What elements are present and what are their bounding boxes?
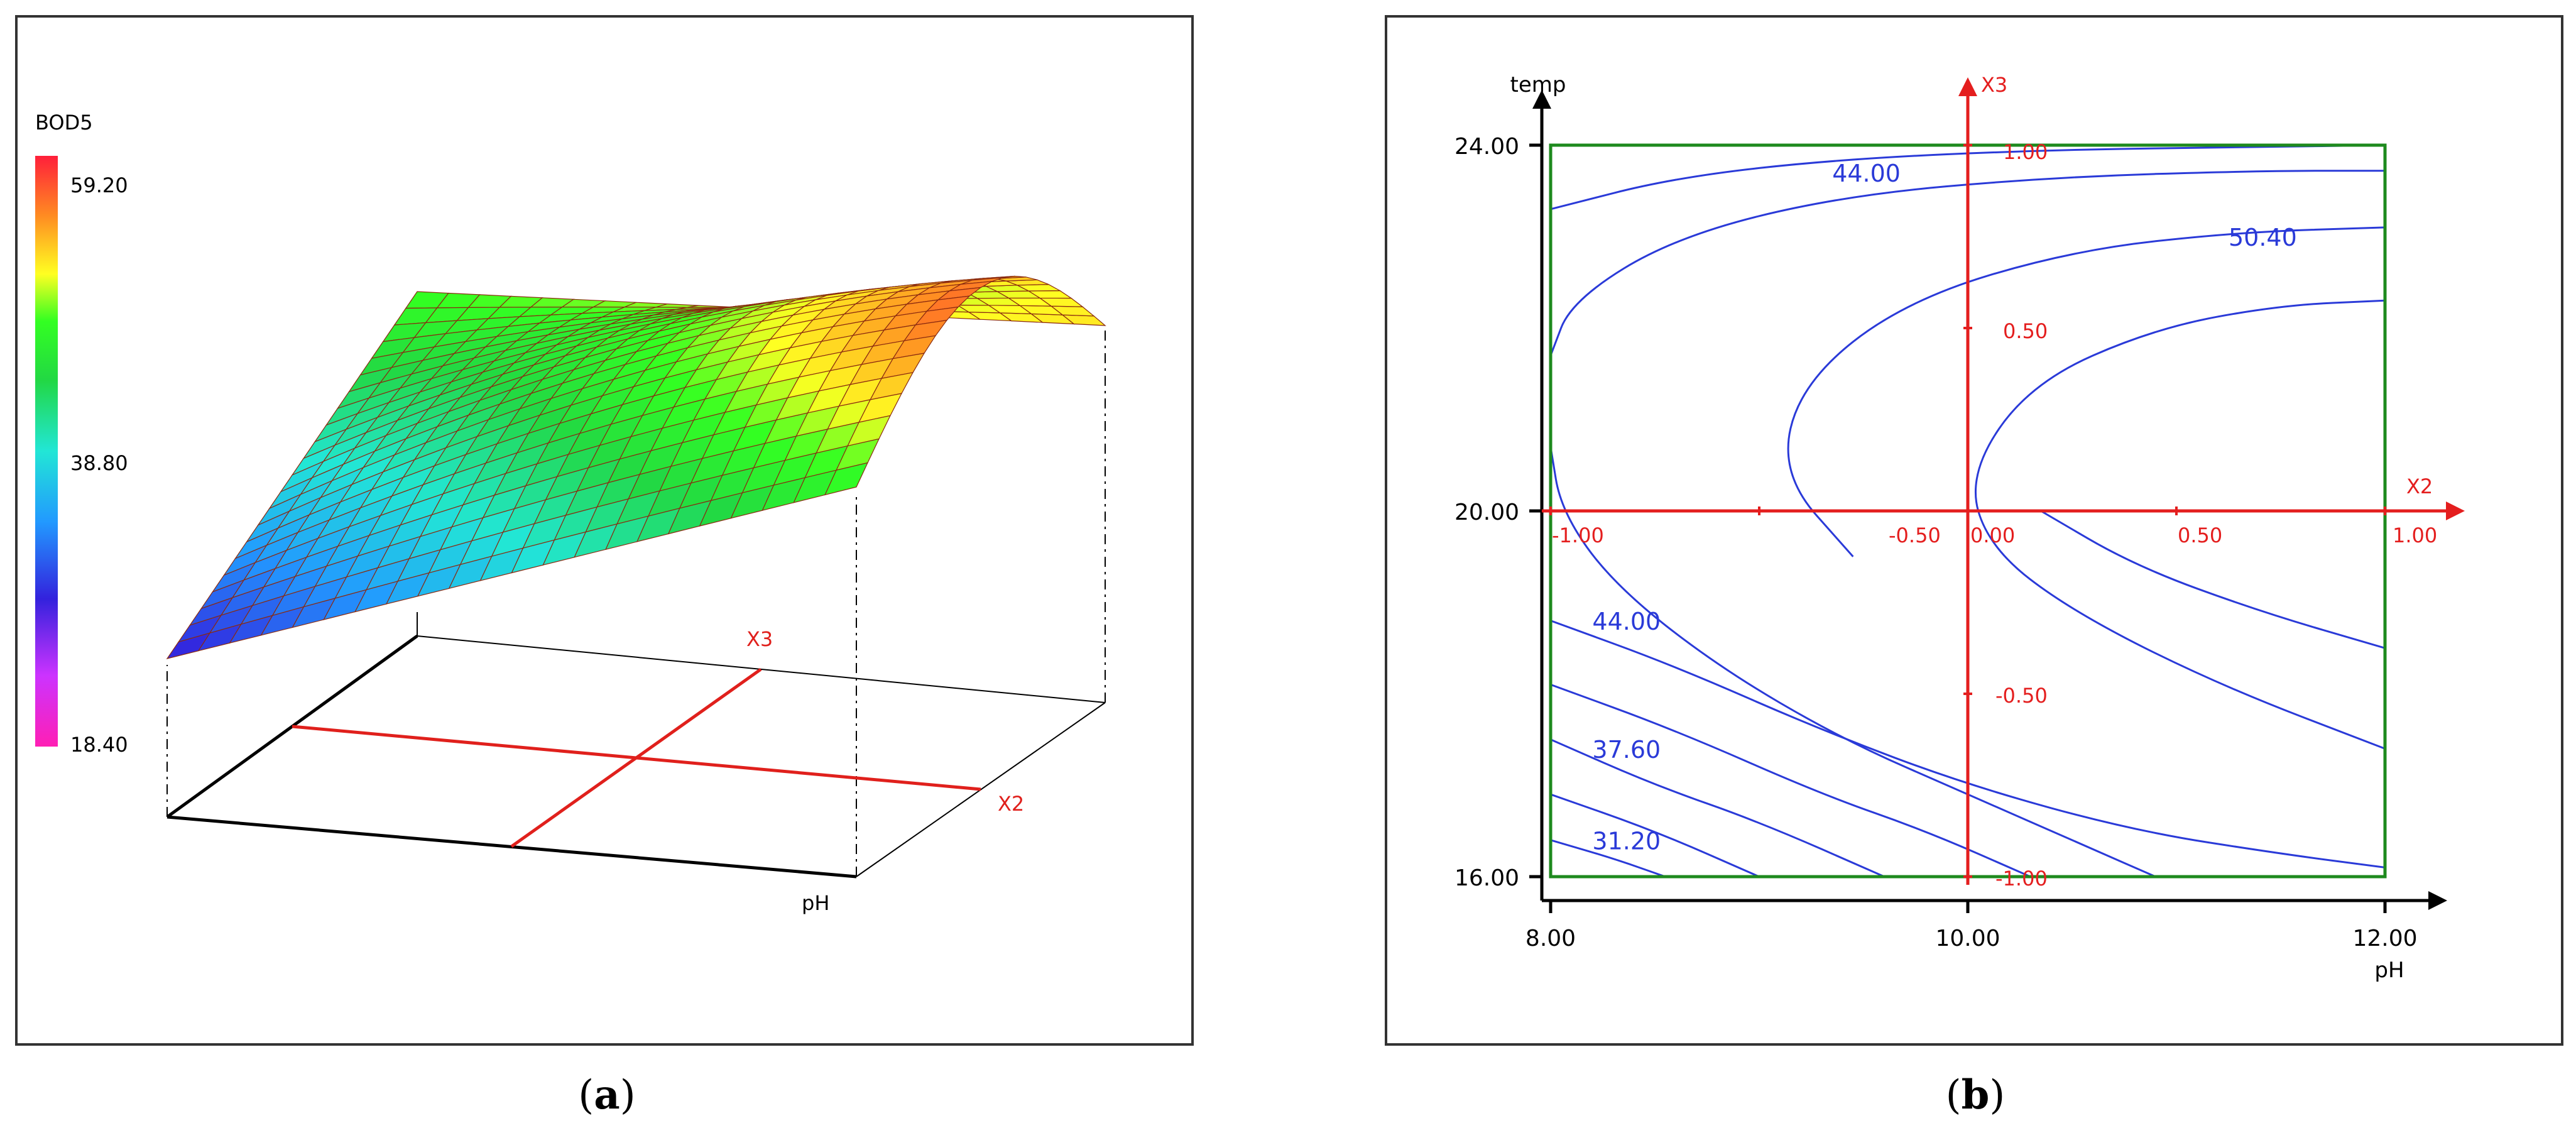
x-tick-label-10: 10.00 — [1935, 926, 2000, 951]
contour-line — [1787, 226, 2385, 557]
x-axis-label: pH — [2374, 958, 2404, 983]
surface-plot: BOD5 59.20 38.80 18.40 X3 X2 pH — [35, 111, 1106, 915]
y-axis-label: temp — [1510, 72, 1566, 97]
contour-line — [1551, 170, 2385, 356]
contour-plot: temp pH 24.00 20.00 16.00 8.00 10.00 12.… — [1454, 72, 2465, 983]
y-tick-label-24: 24.00 — [1454, 134, 1519, 160]
axes — [1529, 90, 2447, 913]
base-coded-lines — [292, 667, 981, 848]
surface-plot-panel: BOD5 59.20 38.80 18.40 X3 X2 pH — [15, 15, 1194, 1046]
coded-axis-ticks — [1549, 144, 2386, 878]
contour-line — [1551, 738, 1885, 877]
coded-x3-tick-neg1: -1.00 — [1995, 867, 2048, 890]
coded-label-x2: X2 — [998, 792, 1024, 816]
caption-a: (a) — [578, 1071, 636, 1119]
contour-label: 37.60 — [1592, 736, 1661, 764]
x-axis-label-ph: pH — [802, 891, 829, 915]
coded-axes — [1542, 77, 2465, 885]
y-tick-label-20: 20.00 — [1454, 500, 1519, 525]
coded-x3-tick-05: 0.50 — [2003, 319, 2048, 343]
base-back-edge — [417, 635, 1106, 703]
coded-x2-tick-neg1: -1.00 — [1552, 523, 1604, 547]
coded-line-x3 — [510, 667, 762, 848]
colorbar-tick-min: 18.40 — [70, 733, 128, 757]
base-right-edge — [856, 702, 1106, 877]
coded-x2-tick-neg05: -0.50 — [1889, 523, 1941, 547]
coded-x3-tick-1: 1.00 — [2003, 140, 2048, 164]
coded-label-x3: X3 — [746, 627, 773, 651]
contour-label: 31.20 — [1592, 827, 1661, 855]
coded-axis-x3-label: X3 — [1981, 73, 2007, 97]
contour-label: 50.40 — [2229, 224, 2297, 251]
contour-lines — [1551, 145, 2385, 877]
contour-line — [1551, 793, 1760, 877]
coded-x2-tick-1: 1.00 — [2393, 523, 2437, 547]
contour-line — [1551, 145, 2385, 211]
colorbar-tick-max: 59.20 — [70, 173, 128, 197]
colorbar — [35, 156, 58, 747]
colorbar-title: BOD5 — [35, 111, 93, 134]
coded-x3-tick-neg05: -0.50 — [1995, 684, 2048, 708]
colorbar-tick-mid: 38.80 — [70, 451, 128, 475]
contour-plot-panel: temp pH 24.00 20.00 16.00 8.00 10.00 12.… — [1385, 15, 2563, 1046]
surface-cell — [824, 462, 869, 496]
y-tick-label-16: 16.00 — [1454, 865, 1519, 891]
contour-line — [1551, 839, 1666, 877]
contour-line — [1551, 446, 2156, 877]
x-tick-label-12: 12.00 — [2352, 926, 2417, 951]
contour-label: 44.00 — [1592, 608, 1661, 635]
surface-mesh — [166, 275, 1106, 659]
coded-x2-tick-05: 0.50 — [2178, 523, 2222, 547]
coded-axis-x2-label: X2 — [2406, 474, 2433, 498]
contour-line — [2040, 510, 2385, 649]
x-tick-label-8: 8.00 — [1525, 926, 1576, 951]
contour-line — [1551, 620, 2385, 868]
contour-line — [1551, 683, 2031, 877]
contour-label: 44.00 — [1832, 160, 1901, 187]
coded-x2-tick-0: 0.00 — [1970, 523, 2015, 547]
caption-b: (b) — [1945, 1071, 2006, 1119]
contour-labels: 44.00 50.40 44.00 37.60 31.20 — [1592, 160, 2296, 855]
